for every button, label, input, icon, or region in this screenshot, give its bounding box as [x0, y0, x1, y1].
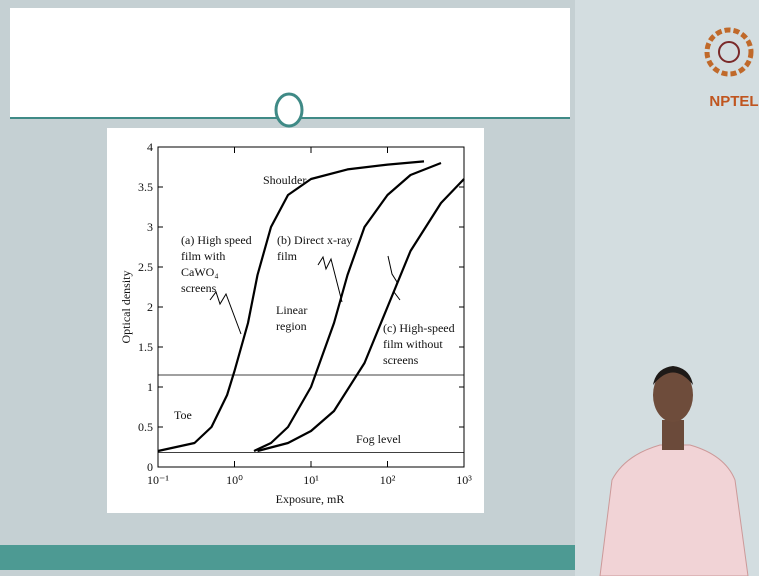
annotation: (a) High speed: [181, 233, 252, 247]
annotation: Toe: [174, 408, 192, 422]
x-axis-label: Exposure, mR: [276, 492, 345, 506]
y-tick-label: 3: [147, 220, 153, 234]
x-tick-label: 10⁰: [226, 473, 243, 487]
header-ornament: [276, 94, 302, 126]
footer-bar: [0, 545, 575, 570]
annotation: film with: [181, 249, 225, 263]
annotation: Linear: [276, 303, 307, 317]
y-tick-label: 1.5: [138, 340, 153, 354]
y-tick-label: 1: [147, 380, 153, 394]
x-tick-label: 10²: [380, 473, 396, 487]
y-tick-label: 4: [147, 140, 153, 154]
annotation: CaWO₄: [181, 265, 219, 279]
slide: NPTEL Exposure, mR Optical density 0 0.5 1…: [0, 0, 759, 576]
annotation: region: [276, 319, 307, 333]
y-tick-label: 0.5: [138, 420, 153, 434]
x-tick-label: 10³: [456, 473, 472, 487]
annotation: Fog level: [356, 432, 402, 446]
y-tick-label: 0: [147, 460, 153, 474]
annotation: film: [277, 249, 298, 263]
y-tick-label: 2: [147, 300, 153, 314]
page: {"chart_data": { "type": "line", "xlabel…: [0, 0, 759, 576]
annotation: screens: [181, 281, 217, 295]
annotation: (c) High-speed: [383, 321, 455, 335]
logo-text: NPTEL: [709, 93, 758, 110]
presenter-neck: [662, 420, 684, 450]
annotation: film without: [383, 337, 443, 351]
annotation: Shoulder: [263, 173, 306, 187]
x-tick-label: 10¹: [303, 473, 319, 487]
annotation: screens: [383, 353, 419, 367]
y-tick-label: 3.5: [138, 180, 153, 194]
y-axis-label: Optical density: [119, 271, 133, 344]
x-tick-label: 10⁻¹: [147, 473, 169, 487]
y-tick-label: 2.5: [138, 260, 153, 274]
annotation: (b) Direct x-ray: [277, 233, 352, 247]
